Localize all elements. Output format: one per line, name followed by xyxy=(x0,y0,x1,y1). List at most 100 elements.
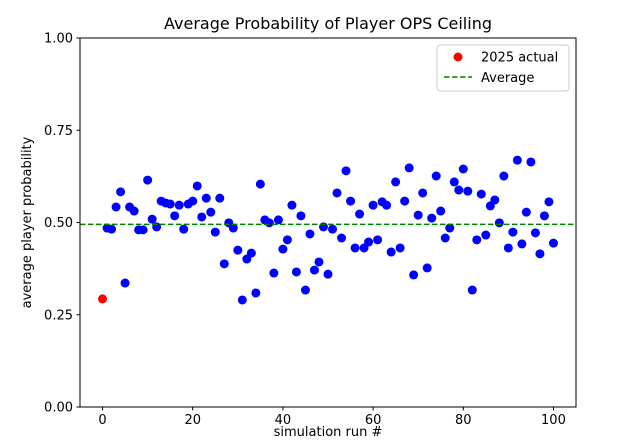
data-point xyxy=(440,233,450,243)
legend-marker-2025-actual xyxy=(453,52,463,62)
data-point xyxy=(418,188,428,198)
x-tick-label: 0 xyxy=(98,413,106,428)
x-tick-label: 60 xyxy=(365,413,382,428)
data-point xyxy=(341,166,351,176)
data-point xyxy=(197,212,207,222)
data-point xyxy=(138,225,148,235)
legend-label-2025-actual: 2025 actual xyxy=(481,51,558,66)
chart-title: Average Probability of Player OPS Ceilin… xyxy=(164,14,492,33)
data-point xyxy=(305,229,315,239)
data-point xyxy=(309,265,319,275)
data-point xyxy=(404,163,414,173)
data-point xyxy=(165,199,175,209)
x-tick-label: 20 xyxy=(184,413,201,428)
data-point xyxy=(395,243,405,253)
data-point xyxy=(111,202,121,212)
data-point xyxy=(355,209,365,219)
data-point xyxy=(422,263,432,273)
data-point xyxy=(467,285,477,295)
data-point xyxy=(291,267,301,277)
data-point xyxy=(337,233,347,243)
data-point xyxy=(170,211,180,221)
legend-label-average: Average xyxy=(481,71,534,86)
data-point xyxy=(391,177,401,187)
data-point xyxy=(539,211,549,221)
y-tick-label: 1.00 xyxy=(44,32,73,47)
data-point xyxy=(174,200,184,210)
y-tick-label: 0.25 xyxy=(44,308,73,323)
data-point xyxy=(458,164,468,174)
data-point xyxy=(517,239,527,249)
data-point xyxy=(179,224,189,234)
data-point xyxy=(449,177,459,187)
data-point xyxy=(255,179,265,189)
data-point xyxy=(129,206,139,216)
data-point-2025-actual xyxy=(98,294,108,304)
data-point xyxy=(445,223,455,233)
data-point xyxy=(210,227,220,237)
data-point xyxy=(206,207,216,217)
y-tick-label: 0.50 xyxy=(44,216,73,231)
data-point xyxy=(120,278,130,288)
y-tick-label: 0.00 xyxy=(44,401,73,416)
data-point xyxy=(192,181,202,191)
data-point xyxy=(472,235,482,245)
data-point xyxy=(535,249,545,259)
data-point xyxy=(273,215,283,225)
data-point xyxy=(454,185,464,195)
data-point xyxy=(287,200,297,210)
x-tick-label: 80 xyxy=(455,413,472,428)
data-point xyxy=(503,243,513,253)
data-point xyxy=(147,214,157,224)
x-tick-label: 40 xyxy=(275,413,292,428)
data-point xyxy=(530,228,540,238)
data-point xyxy=(364,237,374,247)
data-point xyxy=(201,193,211,203)
data-point xyxy=(512,155,522,165)
data-point xyxy=(400,196,410,206)
data-point xyxy=(215,193,225,203)
data-point xyxy=(436,206,446,216)
data-point xyxy=(521,207,531,217)
legend: 2025 actual Average xyxy=(436,44,570,92)
data-point xyxy=(431,171,441,181)
data-point xyxy=(251,288,261,298)
data-point xyxy=(328,224,338,234)
data-point xyxy=(233,245,243,255)
data-point xyxy=(219,259,229,269)
data-point xyxy=(332,188,342,198)
data-point xyxy=(282,235,292,245)
data-point xyxy=(463,186,473,196)
data-point xyxy=(269,268,279,278)
data-point xyxy=(107,224,117,234)
data-point xyxy=(548,238,558,248)
data-point xyxy=(544,197,554,207)
data-point xyxy=(188,196,198,206)
x-tick-label: 100 xyxy=(541,413,566,428)
data-point xyxy=(314,257,324,267)
data-point xyxy=(481,230,491,240)
data-point xyxy=(350,243,360,253)
data-point xyxy=(264,218,274,228)
data-point xyxy=(300,285,310,295)
data-point xyxy=(382,200,392,210)
data-point xyxy=(228,223,238,233)
data-point xyxy=(116,187,126,197)
data-point xyxy=(237,295,247,305)
data-point xyxy=(386,247,396,257)
data-point xyxy=(143,175,153,185)
data-point xyxy=(494,218,504,228)
data-point xyxy=(373,235,383,245)
x-axis-label: simulation run # xyxy=(274,425,383,440)
data-point xyxy=(278,244,288,254)
data-point xyxy=(526,157,536,167)
data-point xyxy=(246,248,256,258)
data-point xyxy=(476,189,486,199)
y-tick-label: 0.75 xyxy=(44,124,73,139)
y-axis-label: average player probability xyxy=(20,136,35,308)
data-point xyxy=(409,270,419,280)
data-point xyxy=(508,227,518,237)
data-point xyxy=(490,195,500,205)
data-point xyxy=(323,269,333,279)
